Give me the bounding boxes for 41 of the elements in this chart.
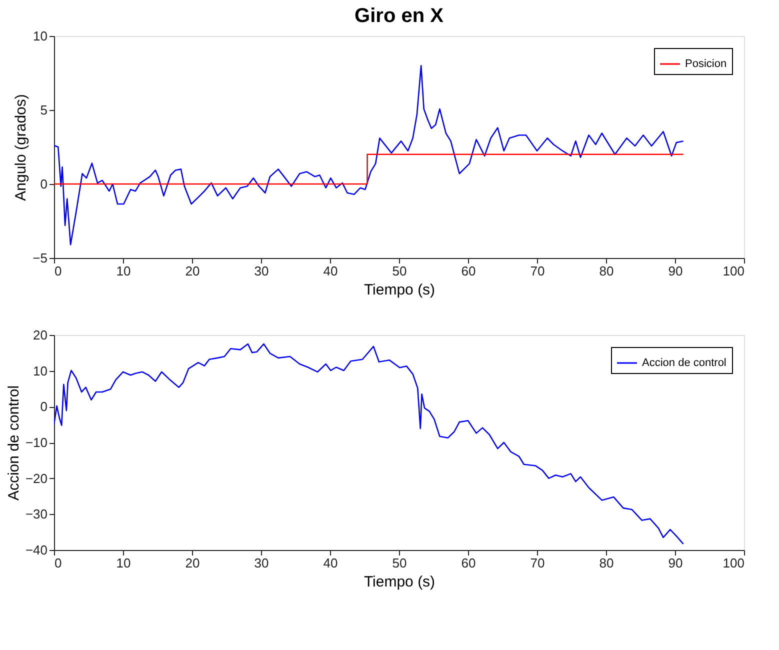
y-tick-label: −5 [32, 250, 48, 266]
x-axis-title: Tiempo (s) [364, 282, 436, 298]
y-tick-label: 0 [40, 176, 48, 192]
x-tick-label: 0 [54, 556, 62, 570]
y-tick-label: −10 [25, 435, 48, 450]
y-tick-label: 10 [33, 28, 48, 44]
x-tick-label: 60 [461, 556, 476, 570]
x-tick-label: 0 [54, 264, 62, 278]
x-tick-label: 80 [599, 264, 614, 278]
x-tick-label: 30 [254, 264, 269, 278]
y-tick-label: 10 [33, 363, 48, 378]
y-axis-title: Angulo (grados) [12, 94, 30, 201]
y-tick-label: 0 [40, 399, 48, 414]
x-tick-label: 10 [116, 556, 131, 570]
x-tick-label: 10 [116, 264, 131, 278]
x-tick-label: 50 [392, 264, 407, 278]
x-tick-label: 100 [722, 264, 744, 278]
y-tick-label: 20 [33, 328, 48, 342]
x-tick-label: 70 [530, 556, 545, 570]
y-tick-label: 5 [40, 102, 48, 118]
x-tick-label: 20 [185, 264, 200, 278]
y-axis-title: Accion de control [5, 385, 22, 501]
x-tick-label: 80 [599, 556, 614, 570]
line-series [54, 64, 684, 246]
x-tick-label: 40 [323, 264, 338, 278]
y-tick-label: −30 [25, 506, 48, 522]
x-tick-label: 100 [722, 556, 744, 570]
y-tick-label: −40 [25, 542, 48, 558]
x-tick-label: 50 [392, 556, 407, 570]
x-tick-label: 90 [668, 264, 683, 278]
x-tick-label: 40 [323, 556, 338, 570]
legend-label: Posicion [685, 58, 727, 70]
x-axis-title: Tiempo (s) [364, 574, 436, 590]
y-tick-label: −20 [25, 470, 48, 486]
chart-title: Giro en X [354, 5, 444, 27]
x-tick-label: 20 [185, 556, 200, 570]
legend-label: Accion de control [642, 357, 726, 369]
x-tick-label: 70 [530, 264, 545, 278]
x-tick-label: 60 [461, 264, 476, 278]
x-tick-label: 90 [668, 556, 683, 570]
x-tick-label: 30 [254, 556, 269, 570]
